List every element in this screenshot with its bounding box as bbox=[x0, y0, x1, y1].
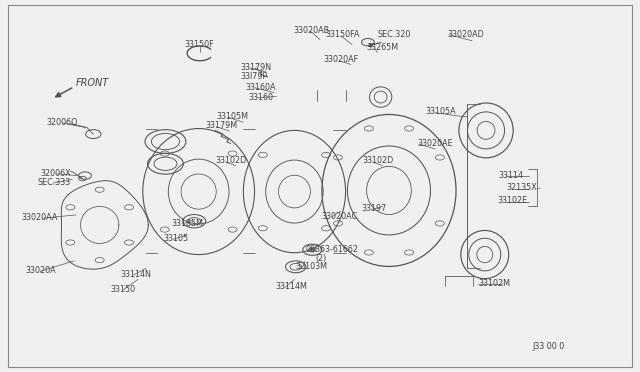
Text: 33114N: 33114N bbox=[121, 270, 152, 279]
Text: 33020AF: 33020AF bbox=[323, 55, 358, 64]
Text: 33150F: 33150F bbox=[184, 40, 214, 49]
Text: J33 00 0: J33 00 0 bbox=[532, 341, 564, 350]
Text: 33020A: 33020A bbox=[25, 266, 56, 275]
Text: 33020AA: 33020AA bbox=[21, 213, 58, 222]
Text: 32103M: 32103M bbox=[296, 262, 328, 271]
Text: 33114: 33114 bbox=[499, 171, 524, 180]
Text: SEC.320: SEC.320 bbox=[378, 30, 411, 39]
Text: 32135X: 32135X bbox=[506, 183, 537, 192]
Text: FRONT: FRONT bbox=[76, 78, 109, 88]
Text: 33197: 33197 bbox=[362, 205, 387, 214]
Text: 33020AC: 33020AC bbox=[321, 212, 357, 221]
Text: 33150FA: 33150FA bbox=[325, 30, 360, 39]
Text: 33020AE: 33020AE bbox=[417, 139, 452, 148]
Text: SEC.333: SEC.333 bbox=[38, 178, 71, 187]
Text: 32006Q: 32006Q bbox=[47, 118, 78, 127]
Text: (2): (2) bbox=[315, 254, 326, 263]
Text: 33l79P: 33l79P bbox=[240, 72, 268, 81]
Text: 33160: 33160 bbox=[248, 93, 273, 102]
Text: 33102D: 33102D bbox=[363, 156, 394, 165]
Text: 33179M: 33179M bbox=[205, 122, 237, 131]
Text: 33160A: 33160A bbox=[245, 83, 276, 92]
Text: 33185M: 33185M bbox=[172, 219, 204, 228]
Text: 32006X: 32006X bbox=[40, 169, 71, 177]
Text: 33150: 33150 bbox=[111, 285, 136, 294]
Text: 33102D: 33102D bbox=[216, 156, 247, 165]
Text: 08363-61662: 08363-61662 bbox=[306, 245, 359, 254]
Text: 33102M: 33102M bbox=[478, 279, 510, 288]
Text: 33114M: 33114M bbox=[275, 282, 307, 291]
Text: 33105M: 33105M bbox=[216, 112, 248, 121]
Text: 33105A: 33105A bbox=[426, 108, 456, 116]
Text: 33102E: 33102E bbox=[497, 196, 527, 205]
Circle shape bbox=[308, 247, 316, 252]
Text: 33020AD: 33020AD bbox=[448, 29, 484, 39]
Text: 33265M: 33265M bbox=[366, 42, 398, 51]
Text: 33179N: 33179N bbox=[240, 63, 271, 72]
Text: 33105: 33105 bbox=[164, 234, 189, 243]
Text: 33020AB: 33020AB bbox=[293, 26, 330, 35]
